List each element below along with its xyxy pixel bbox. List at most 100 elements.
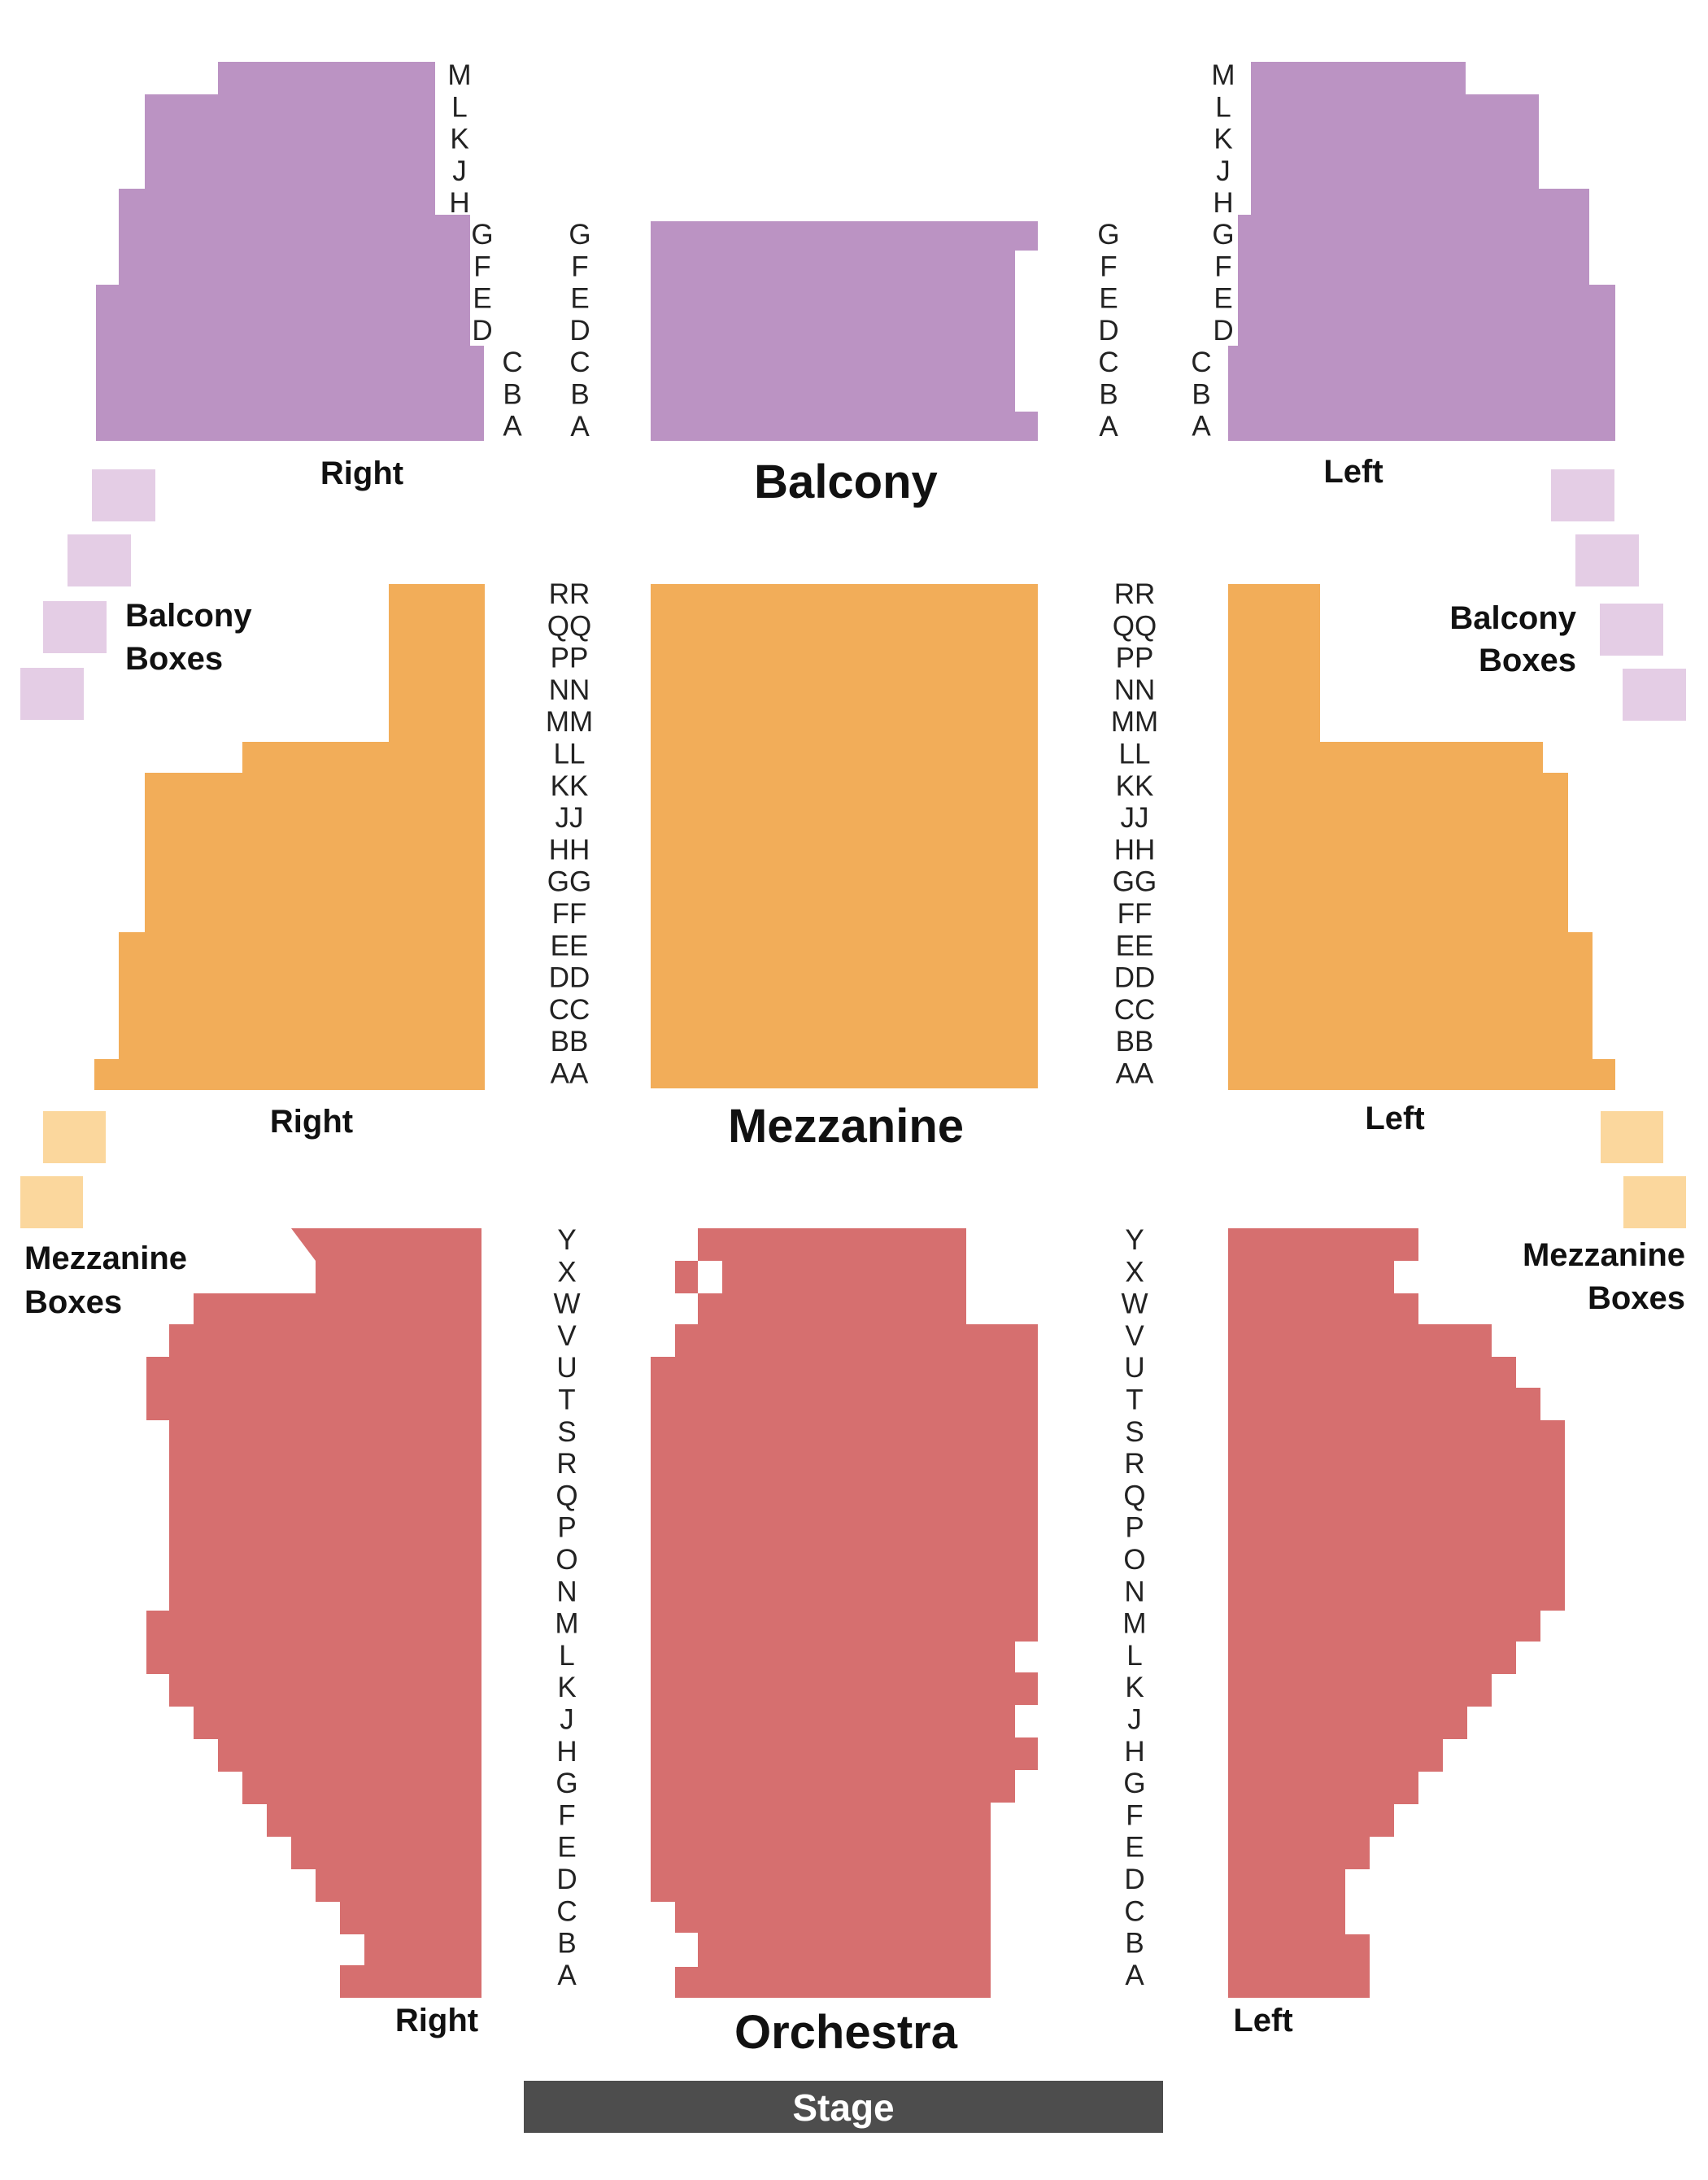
stage-bar [524,2081,1163,2133]
orchestra-aisle-right-row-x: X [557,1256,576,1288]
balcony-right-row-l: L [451,91,467,123]
mezzanine-boxes-right-label-2: Boxes [1588,1280,1685,1316]
balcony-box-left-4[interactable] [20,668,84,720]
orchestra-left-section[interactable] [1228,1228,1565,1998]
balcony-box-right-4[interactable] [1623,669,1686,721]
mezzanine-boxes-left-label-2: Boxes [24,1284,122,1320]
balcony-boxes-right-label-1: Balcony [1449,600,1576,636]
mezzanine-aisle-right-row-kk: KK [551,770,589,802]
balcony-box-left-2[interactable] [68,534,131,586]
balcony-center-section[interactable] [651,221,1038,441]
orchestra-aisle-left-row-h: H [1124,1736,1144,1768]
balcony-box-right-1[interactable] [1551,469,1614,521]
balcony-center-right-row-g: G [569,219,590,251]
orchestra-aisle-right-row-u: U [556,1352,577,1384]
mezzanine-aisle-right-row-mm: MM [546,706,593,738]
mezzanine-aisle-left-row-aa: AA [1116,1058,1154,1090]
orchestra-center-section[interactable] [651,1228,1038,1998]
balcony-boxes-left-label-2: Boxes [125,641,223,677]
mezzanine-aisle-right-row-bb: BB [551,1026,589,1057]
balcony-right-row-k: K [450,124,468,155]
orchestra-center-notch [698,1261,722,1293]
orchestra-aisle-left-row-m: M [1122,1608,1146,1640]
balcony-box-left-1[interactable] [92,469,155,521]
balcony-right-row-d: D [472,315,492,347]
orchestra-aisle-left-row-j: J [1127,1704,1142,1736]
mezzanine-aisle-left-row-kk: KK [1116,770,1154,802]
balcony-center-right-row-f: F [571,251,588,282]
orchestra-aisle-left-row-f: F [1126,1799,1143,1831]
balcony-left-row-k: K [1213,124,1232,155]
mezzanine-box-right-2[interactable] [1623,1176,1686,1228]
mezzanine-center-section[interactable] [651,584,1038,1088]
orchestra-right-section[interactable] [146,1228,481,1998]
balcony-left-row-m: M [1211,59,1235,91]
mezzanine-aisle-right-row-jj: JJ [556,802,584,834]
orchestra-aisle-right-row-r: R [556,1448,577,1480]
balcony-title: Balcony [754,456,938,508]
mezzanine-aisle-right-row-gg: GG [547,866,591,898]
orchestra-aisle-right-row-s: S [557,1416,576,1448]
orchestra-aisle-right-row-k: K [557,1672,576,1703]
mezzanine-aisle-right-row-ee: EE [551,930,589,961]
orchestra-aisle-right-row-g: G [556,1768,577,1799]
mezzanine-aisle-right-row-aa: AA [551,1058,589,1090]
balcony-center-left-row-c: C [1098,347,1118,378]
orchestra-aisle-right-row-m: M [555,1608,578,1640]
balcony-left-row-c: C [1191,347,1211,378]
balcony-boxes-left-label-1: Balcony [125,598,252,634]
orchestra-aisle-left-row-g: G [1123,1768,1145,1799]
orchestra-aisle-left-row-v: V [1125,1320,1144,1352]
mezzanine-boxes-right-label-1: Mezzanine [1523,1237,1685,1273]
balcony-right-row-f: F [473,251,490,282]
balcony-right-row-c: C [502,347,522,378]
balcony-box-left-3[interactable] [43,601,107,653]
orchestra-aisle-left-row-q: Q [1123,1480,1145,1511]
balcony-center-right-row-d: D [569,315,590,347]
balcony-right-row-e: E [473,283,491,315]
orchestra-aisle-right-row-q: Q [556,1480,577,1511]
mezzanine-aisle-right-row-hh: HH [549,834,590,865]
balcony-left-section[interactable] [1228,62,1615,441]
balcony-left-label: Left [1323,454,1383,490]
orchestra-aisle-right-row-c: C [556,1895,577,1927]
mezzanine-aisle-left-row-dd: DD [1114,962,1156,994]
mezzanine-aisle-left-row-cc: CC [1114,994,1156,1026]
mezzanine-box-left-2[interactable] [20,1176,83,1228]
stage-label: Stage [792,2086,894,2129]
mezzanine-aisle-left-row-gg: GG [1113,866,1157,898]
row-labels: MLKJHGFEDCBAGFEDCBAGFEDCBAMLKJHGFEDCBARR… [447,59,1235,1991]
mezzanine-box-left-1[interactable] [43,1111,106,1163]
balcony-center-left-row-d: D [1098,315,1118,347]
orchestra-aisle-left-row-w: W [1121,1288,1148,1320]
orchestra-aisle-right-row-a: A [557,1960,577,1991]
balcony-center-left-row-g: G [1097,219,1119,251]
mezzanine-aisle-left-row-jj: JJ [1121,802,1149,834]
mezzanine-aisle-right-row-nn: NN [549,674,590,706]
balcony-center-right-row-e: E [570,283,589,315]
mezzanine-aisle-left-row-ll: LL [1119,739,1151,770]
orchestra-aisle-left-row-t: T [1126,1384,1143,1416]
mezzanine-aisle-right-row-rr: RR [549,578,590,610]
balcony-right-row-h: H [449,187,469,219]
balcony-center-right-row-a: A [570,411,590,443]
balcony-center-left-row-a: A [1099,411,1118,443]
balcony-box-right-3[interactable] [1600,604,1663,656]
balcony-left-row-b: B [1192,378,1210,410]
balcony-left-row-j: J [1216,155,1231,187]
balcony-right-section[interactable] [96,62,484,441]
orchestra-aisle-left-row-r: R [1124,1448,1144,1480]
balcony-center-left-row-b: B [1099,379,1118,411]
mezzanine-box-right-1[interactable] [1601,1111,1663,1163]
mezzanine-left-section[interactable] [1228,584,1615,1090]
balcony-box-right-2[interactable] [1575,534,1639,586]
mezzanine-right-section[interactable] [94,584,485,1090]
orchestra-right-label: Right [395,2003,478,2038]
orchestra-aisle-left-row-l: L [1126,1640,1142,1672]
orchestra-aisle-right-row-d: D [556,1864,577,1895]
balcony-boxes-right-label-2: Boxes [1479,643,1576,678]
orchestra-aisle-left-row-u: U [1124,1352,1144,1384]
orchestra-aisle-left-row-s: S [1125,1416,1144,1448]
orchestra-aisle-left-row-k: K [1125,1672,1144,1703]
